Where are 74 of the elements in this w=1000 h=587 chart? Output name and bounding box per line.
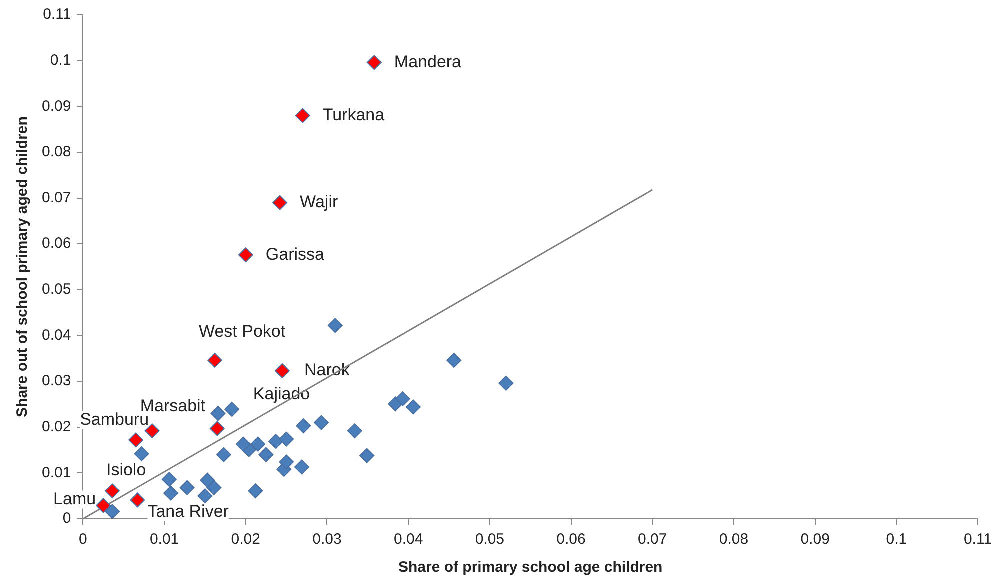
x-tick-label: 0.07 [638, 531, 668, 548]
annotation: Wajir [300, 192, 338, 212]
x-tick-label: 0.04 [394, 531, 424, 548]
point [250, 436, 266, 452]
annotation: Isiolo [106, 460, 146, 480]
point [248, 484, 264, 499]
annotation: Garissa [266, 244, 325, 264]
x-tick-label: 0.11 [964, 531, 992, 548]
point [200, 473, 216, 488]
x-tick-label: 0.06 [556, 531, 586, 548]
point [236, 436, 251, 452]
y-tick-label: 0.08 [42, 144, 72, 161]
x-tick-label: 0.05 [475, 531, 505, 548]
point [104, 484, 120, 499]
annotation: West Pokot [198, 322, 286, 342]
point [360, 448, 375, 464]
point [130, 492, 146, 508]
point [279, 432, 294, 447]
y-tick-label: 0.07 [42, 189, 72, 206]
y-tick-label: 0.02 [42, 418, 72, 436]
x-tick-label: 0.03 [312, 531, 342, 548]
x-tick-label: 0.09 [800, 531, 830, 548]
point [104, 504, 120, 519]
point [406, 400, 421, 415]
annotation: Tana River [148, 502, 230, 521]
x-tick-label: 0 [79, 531, 88, 548]
point [238, 248, 254, 263]
y-tick-label: 0.06 [42, 235, 72, 252]
point [198, 488, 213, 504]
y-axis-title: Share out of school primary aged children [14, 116, 32, 418]
point [366, 55, 382, 70]
annotation: Turkana [322, 105, 386, 124]
x-tick-label: 0.1 [886, 531, 908, 548]
y-tick-label: 0.04 [42, 326, 72, 344]
point [314, 415, 330, 430]
y-tick-label: 0 [62, 510, 72, 528]
x-tick-label: 0.02 [231, 531, 260, 548]
x-axis-title: Share of primary school age children [398, 559, 663, 576]
y-tick-label: 0.09 [42, 98, 72, 115]
point [395, 391, 410, 406]
y-tick-label: 0.11 [43, 6, 72, 24]
point [144, 424, 160, 439]
point [216, 447, 232, 462]
point [134, 446, 150, 462]
point [347, 424, 362, 439]
y-tick-label: 0.01 [42, 464, 72, 482]
annotation: Mandera [394, 52, 462, 72]
point [294, 460, 310, 475]
point [96, 498, 112, 514]
point [328, 318, 343, 334]
point [210, 406, 226, 422]
point [498, 376, 514, 391]
point [274, 364, 290, 379]
annotation: Lamu [54, 489, 96, 508]
y-tick-label: 0.03 [42, 372, 72, 390]
point [272, 195, 288, 210]
point [446, 352, 462, 368]
point [164, 486, 179, 501]
point [279, 454, 294, 470]
x-tick-label: 0.08 [719, 531, 749, 548]
point [268, 434, 284, 450]
point [258, 447, 274, 462]
point [206, 480, 222, 496]
x-tick-label: 0.01 [150, 531, 180, 548]
point [207, 352, 222, 368]
y-tick-label: 0.1 [50, 52, 72, 69]
point [180, 480, 195, 496]
point [210, 421, 225, 436]
point [296, 418, 312, 434]
point [162, 472, 177, 488]
point [128, 432, 144, 448]
y-tick-label: 0.05 [42, 281, 72, 298]
point [224, 402, 240, 417]
point [295, 108, 310, 124]
